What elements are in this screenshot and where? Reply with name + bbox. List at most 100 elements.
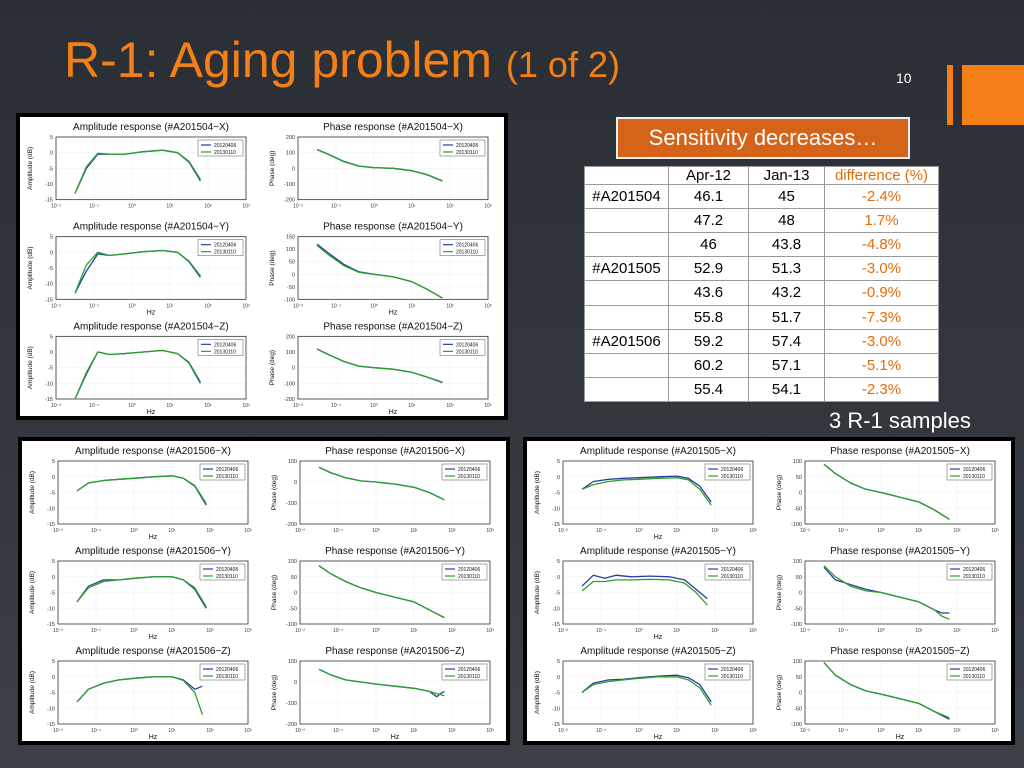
x-tick-label: 10³	[749, 628, 757, 634]
x-tick-label: 10³	[244, 528, 252, 534]
series-line-20130110	[823, 662, 950, 719]
y-axis-label: Phase (deg)	[271, 575, 278, 610]
x-tick-label: 10¹	[408, 303, 416, 309]
x-tick-label: 10¹	[166, 204, 174, 210]
x-tick-label: 10⁻¹	[91, 728, 101, 734]
plot-frame	[297, 136, 489, 201]
x-tick-label: 10²	[446, 204, 454, 210]
plot-title: Amplitude response (#A201506−X)	[75, 446, 231, 457]
x-axis-label: Hz	[149, 734, 158, 741]
y-axis-label: Phase (deg)	[271, 475, 278, 510]
x-axis-label: Hz	[147, 409, 156, 416]
table-cell-difference: -4.8%	[824, 232, 939, 258]
legend-label: 20120406	[216, 467, 238, 473]
y-tick-label: 0	[799, 491, 802, 497]
y-tick-label: 100	[286, 247, 295, 253]
title-main: R-1: Aging problem	[64, 32, 493, 88]
x-tick-label: 10¹	[166, 403, 174, 409]
table-cell-sensor	[584, 352, 669, 378]
y-tick-label: 100	[286, 151, 295, 157]
plot-title: Phase response (#A201504−X)	[323, 122, 463, 133]
x-tick-label: 10³	[484, 204, 492, 210]
y-tick-label: -15	[552, 722, 560, 728]
response-panel-a201504: Amplitude response (#A201504−X) 10⁻² 10⁻¹ 1…	[16, 113, 508, 420]
slide-number: 10	[896, 70, 912, 86]
plot-frame	[297, 335, 489, 400]
series-line-20130110	[76, 475, 207, 504]
plot-title: Phase response (#A201506−X)	[325, 446, 465, 457]
table-cell-difference: -7.3%	[824, 304, 939, 330]
x-tick-label: 10⁰	[130, 528, 138, 534]
x-tick-label: 10⁻²	[51, 403, 61, 409]
x-axis-label: Hz	[896, 734, 905, 741]
x-tick-label: 10⁻²	[51, 204, 61, 210]
y-tick-label: -200	[284, 397, 295, 403]
y-tick-label: 0	[294, 480, 297, 486]
x-tick-label: 10²	[446, 303, 454, 309]
y-tick-label: -50	[794, 706, 802, 712]
x-tick-label: 10¹	[408, 204, 416, 210]
x-tick-label: 10⁻²	[800, 728, 810, 734]
y-tick-label: -100	[284, 381, 295, 387]
x-tick-label: 10¹	[408, 403, 416, 409]
plot-title: Amplitude response (#A201506−Z)	[75, 646, 230, 657]
samples-caption: 3 R-1 samples	[829, 408, 971, 433]
series-line-20130110	[823, 565, 950, 620]
accent-bar-right	[962, 65, 1024, 125]
y-tick-label: 150	[286, 235, 295, 241]
plot-frame	[804, 460, 996, 525]
series-line-20130110	[316, 148, 443, 182]
y-tick-label: -100	[284, 182, 295, 188]
table-cell-sensor	[584, 280, 669, 306]
x-tick-label: 10²	[711, 728, 719, 734]
x-tick-label: 10³	[749, 728, 757, 734]
y-tick-label: -15	[552, 522, 560, 528]
legend-label: 20120406	[963, 667, 985, 673]
plot-title: Amplitude response (#A201504−Y)	[73, 222, 229, 233]
response-plots-a201505: Amplitude response (#A201505−X) 10⁻² 10⁻¹ 1…	[534, 446, 999, 741]
x-tick-label: 10³	[991, 528, 999, 534]
x-tick-label: 10⁰	[635, 728, 643, 734]
x-tick-label: 10²	[448, 728, 456, 734]
plot-title: Phase response (#A201504−Y)	[323, 222, 463, 233]
y-axis-label: Phase (deg)	[776, 475, 783, 510]
x-tick-label: 10¹	[168, 728, 176, 734]
y-tick-label: 0	[50, 250, 53, 256]
table-cell-difference: -2.4%	[824, 183, 939, 210]
x-tick-label: 10⁰	[877, 528, 885, 534]
x-tick-label: 10¹	[410, 728, 418, 734]
plot-frame	[55, 136, 247, 201]
y-tick-label: -15	[47, 522, 55, 528]
y-tick-label: 100	[286, 350, 295, 356]
plot-frame	[299, 660, 491, 725]
x-tick-label: 10⁻²	[558, 628, 568, 634]
response-plot: Phase response (#A201504−X) 10⁻² 10⁻¹ 10⁰ 10…	[269, 122, 492, 210]
response-plot: Phase response (#A201506−X) 10⁻² 10⁻¹ 10⁰ 10…	[271, 446, 494, 534]
legend-label: 20120406	[458, 667, 480, 673]
series-line-20130110	[318, 668, 445, 697]
x-tick-label: 10⁻¹	[333, 528, 343, 534]
series-line-20120406	[581, 475, 712, 503]
y-axis-label: Amplitude (dB)	[29, 471, 36, 514]
y-tick-label: -50	[794, 606, 802, 612]
x-tick-label: 10⁰	[370, 303, 378, 309]
x-tick-label: 10⁻²	[293, 303, 303, 309]
legend-label: 20120406	[721, 467, 743, 473]
x-tick-label: 10⁻¹	[596, 728, 606, 734]
x-tick-label: 10⁻²	[51, 303, 61, 309]
table-cell-apr12: 55.8	[668, 304, 749, 330]
x-tick-label: 10³	[486, 728, 494, 734]
legend-label: 20120406	[721, 567, 743, 573]
y-tick-label: 0	[557, 675, 560, 681]
y-axis-label: Phase (deg)	[776, 575, 783, 610]
y-axis-label: Phase (deg)	[776, 675, 783, 710]
x-axis-label: Hz	[149, 534, 158, 541]
x-tick-label: 10⁰	[130, 628, 138, 634]
x-tick-label: 10⁻¹	[596, 528, 606, 534]
x-tick-label: 10¹	[673, 528, 681, 534]
x-tick-label: 10⁻¹	[333, 628, 343, 634]
x-tick-label: 10⁻¹	[331, 403, 341, 409]
